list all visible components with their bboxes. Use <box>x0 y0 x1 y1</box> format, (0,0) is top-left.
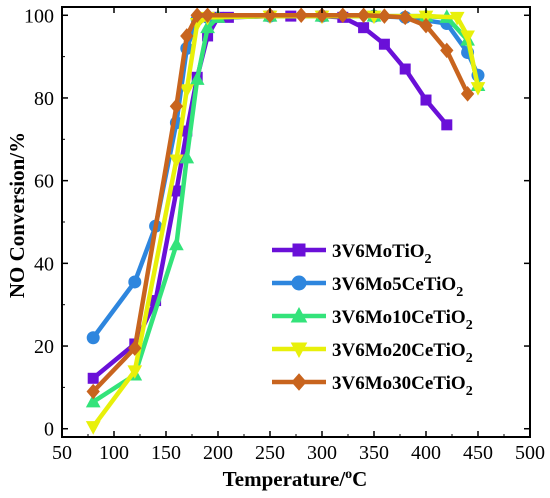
legend-label-sub: 2 <box>466 318 473 333</box>
data-point <box>128 340 142 356</box>
legend-label: 3V6Mo10CeTiO2 <box>332 307 473 333</box>
y-tick-label: 60 <box>34 171 54 193</box>
legend: 3V6MoTiO23V6Mo5CeTiO23V6Mo10CeTiO23V6Mo2… <box>272 241 473 399</box>
legend-label-main: 3V6Mo5CeTiO <box>332 274 456 295</box>
data-point <box>169 154 184 169</box>
data-point <box>358 22 370 34</box>
data-point <box>169 236 184 251</box>
legend-label: 3V6MoTiO2 <box>332 241 432 267</box>
data-point <box>86 383 100 400</box>
data-point <box>200 19 215 34</box>
legend-label: 3V6Mo20CeTiO2 <box>332 340 473 366</box>
plot-area <box>85 7 486 435</box>
data-point <box>356 7 371 24</box>
data-point <box>128 275 142 289</box>
x-tick-label: 100 <box>99 442 129 464</box>
legend-label-main: 3V6Mo20CeTiO <box>332 340 466 361</box>
y-tick-label: 100 <box>24 5 54 27</box>
x-tick-label: 500 <box>515 442 545 464</box>
legend-item: 3V6Mo20CeTiO2 <box>272 340 473 366</box>
data-point <box>85 421 101 435</box>
legend-marker <box>290 342 308 359</box>
data-point <box>85 393 101 408</box>
data-point <box>440 42 454 59</box>
series-line <box>91 13 470 394</box>
data-point <box>420 94 432 106</box>
legend-label-main: 3V6Mo10CeTiO <box>332 307 466 328</box>
legend-label: 3V6Mo30CeTiO2 <box>332 373 473 399</box>
legend-label-main: 3V6MoTiO <box>332 241 425 262</box>
legend-marker <box>292 243 306 257</box>
data-point <box>86 331 100 345</box>
legend-item: 3V6MoTiO2 <box>272 241 432 267</box>
x-tick-label: 50 <box>52 442 72 464</box>
data-point <box>336 7 350 24</box>
data-point <box>180 28 194 44</box>
x-tick-label: 350 <box>359 442 389 464</box>
data-point <box>179 84 195 98</box>
y-tick-label: 0 <box>44 419 54 441</box>
x-axis-title-degree: o <box>345 467 352 482</box>
x-axis-title-text: Temperature/ <box>223 467 347 491</box>
data-point <box>377 8 392 24</box>
x-tick-label: 400 <box>411 442 441 464</box>
series-3 <box>85 10 486 435</box>
data-point <box>378 38 390 50</box>
data-point <box>189 71 205 85</box>
series-4 <box>86 7 475 400</box>
data-point <box>190 7 204 24</box>
legend-marker <box>290 306 308 323</box>
x-tick-label: 150 <box>151 442 181 464</box>
legend-marker <box>291 275 307 291</box>
x-tick-label: 300 <box>307 442 337 464</box>
legend-label-sub: 2 <box>425 252 432 267</box>
data-point <box>460 30 475 44</box>
legend-label-sub: 2 <box>456 285 463 300</box>
y-axis-title: NO Conversion/% <box>5 132 29 298</box>
data-point <box>127 365 143 379</box>
x-tick-label: 200 <box>203 442 233 464</box>
data-point <box>263 7 277 24</box>
legend-label-main: 3V6Mo30CeTiO <box>332 373 466 394</box>
legend-label-sub: 2 <box>466 351 473 366</box>
data-point <box>87 372 99 384</box>
data-point <box>460 86 475 102</box>
data-point <box>398 9 412 26</box>
legend-item: 3V6Mo30CeTiO2 <box>272 373 473 399</box>
data-point <box>399 63 411 75</box>
legend-marker <box>291 373 307 391</box>
y-tick-label: 20 <box>34 336 54 358</box>
data-point <box>294 7 308 24</box>
data-point <box>470 82 486 96</box>
data-point <box>449 11 465 26</box>
x-tick-label: 250 <box>255 442 285 464</box>
x-axis-title: Temperature/oC <box>223 467 368 491</box>
data-point <box>315 7 329 24</box>
data-point <box>200 7 215 24</box>
legend-label-sub: 2 <box>466 384 473 399</box>
x-axis-title-unit: C <box>352 467 367 491</box>
axes: 50 100 150 200 250 300 350 400 450 500 0 20 40 60 80 10… <box>24 5 545 464</box>
data-point <box>419 17 433 34</box>
legend-item: 3V6Mo10CeTiO2 <box>272 306 473 333</box>
y-tick-label: 80 <box>34 88 54 110</box>
x-tick-label: 450 <box>463 442 493 464</box>
legend-item: 3V6Mo5CeTiO2 <box>272 274 463 300</box>
y-tick-label: 40 <box>34 253 54 275</box>
data-point <box>179 149 195 164</box>
legend-label: 3V6Mo5CeTiO2 <box>332 274 463 300</box>
series-line <box>91 13 481 429</box>
data-point <box>169 98 184 114</box>
data-point <box>441 119 453 131</box>
